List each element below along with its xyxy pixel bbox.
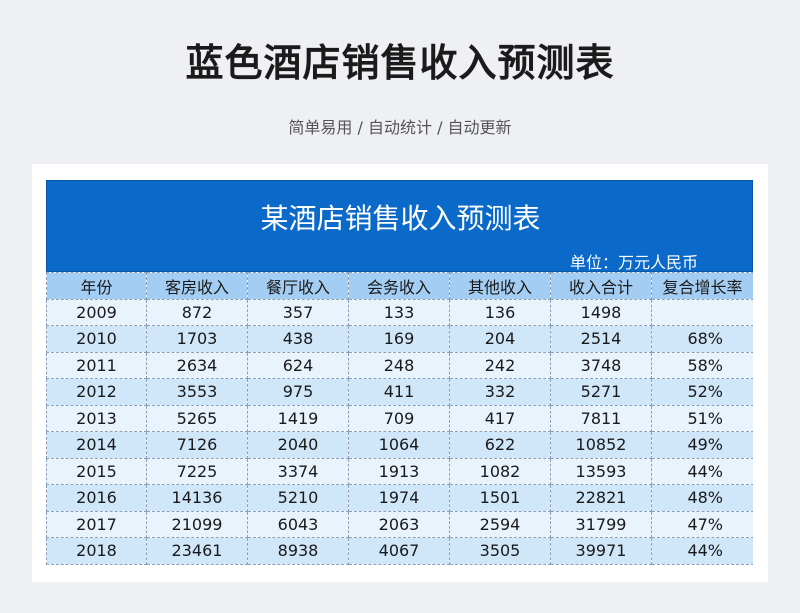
table-row: 2017 21099 6043 2063 2594 31799 47% [46, 510, 753, 538]
cell-conference-revenue[interactable]: 248 [348, 351, 450, 379]
cell-other-revenue[interactable]: 1501 [449, 484, 551, 512]
cell-conference-revenue[interactable]: 1974 [348, 484, 450, 512]
cell-growth-rate[interactable]: 44% [651, 537, 753, 565]
cell-total-revenue[interactable]: 5271 [550, 378, 652, 406]
cell-total-revenue[interactable]: 2514 [550, 325, 652, 353]
cell-conference-revenue[interactable]: 411 [348, 378, 450, 406]
cell-restaurant-revenue[interactable]: 624 [247, 351, 349, 379]
cell-restaurant-revenue[interactable]: 2040 [247, 431, 349, 459]
cell-room-revenue[interactable]: 3553 [146, 378, 248, 406]
cell-room-revenue[interactable]: 7126 [146, 431, 248, 459]
table-row: 2013 5265 1419 709 417 7811 51% [46, 404, 753, 432]
cell-year[interactable]: 2016 [46, 484, 147, 512]
cell-growth-rate[interactable]: 49% [651, 431, 753, 459]
cell-conference-revenue[interactable]: 1064 [348, 431, 450, 459]
cell-year[interactable]: 2011 [46, 351, 147, 379]
page-subtitle: 简单易用 / 自动统计 / 自动更新 [288, 118, 512, 137]
column-header-room-revenue[interactable]: 客房收入 [146, 272, 248, 300]
table-row: 2016 14136 5210 1974 1501 22821 48% [46, 484, 753, 512]
table-header-row: 年份 客房收入 餐厅收入 会务收入 其他收入 收入合计 复合增长率 [46, 272, 753, 300]
spreadsheet-card: 某酒店销售收入预测表 单位：万元人民币 年份 客房收入 餐厅收入 会务收入 其他… [32, 164, 768, 582]
table-body: 2009 872 357 133 136 1498 2010 1703 438 169 204 251… [46, 298, 753, 565]
cell-room-revenue[interactable]: 21099 [146, 510, 248, 538]
cell-other-revenue[interactable]: 204 [449, 325, 551, 353]
cell-room-revenue[interactable]: 1703 [146, 325, 248, 353]
cell-other-revenue[interactable]: 417 [449, 404, 551, 432]
column-header-total-revenue[interactable]: 收入合计 [550, 272, 652, 300]
cell-year[interactable]: 2012 [46, 378, 147, 406]
sheet-title: 某酒店销售收入预测表 [260, 202, 541, 235]
table-row: 2009 872 357 133 136 1498 [46, 298, 753, 326]
revenue-table: 年份 客房收入 餐厅收入 会务收入 其他收入 收入合计 复合增长率 2009 87… [46, 272, 753, 565]
cell-restaurant-revenue[interactable]: 5210 [247, 484, 349, 512]
cell-total-revenue[interactable]: 10852 [550, 431, 652, 459]
cell-room-revenue[interactable]: 7225 [146, 457, 248, 485]
cell-total-revenue[interactable]: 31799 [550, 510, 652, 538]
cell-year[interactable]: 2014 [46, 431, 147, 459]
cell-total-revenue[interactable]: 1498 [550, 298, 652, 326]
cell-room-revenue[interactable]: 872 [146, 298, 248, 326]
cell-growth-rate[interactable]: 48% [651, 484, 753, 512]
cell-room-revenue[interactable]: 5265 [146, 404, 248, 432]
cell-restaurant-revenue[interactable]: 8938 [247, 537, 349, 565]
cell-other-revenue[interactable]: 2594 [449, 510, 551, 538]
sheet-header-band: 某酒店销售收入预测表 单位：万元人民币 [46, 180, 753, 272]
column-header-other-revenue[interactable]: 其他收入 [449, 272, 551, 300]
cell-conference-revenue[interactable]: 4067 [348, 537, 450, 565]
cell-growth-rate[interactable]: 52% [651, 378, 753, 406]
cell-growth-rate[interactable] [651, 298, 753, 326]
cell-total-revenue[interactable]: 39971 [550, 537, 652, 565]
cell-growth-rate[interactable]: 47% [651, 510, 753, 538]
cell-room-revenue[interactable]: 2634 [146, 351, 248, 379]
cell-year[interactable]: 2015 [46, 457, 147, 485]
table-row: 2014 7126 2040 1064 622 10852 49% [46, 431, 753, 459]
table-row: 2012 3553 975 411 332 5271 52% [46, 378, 753, 406]
cell-year[interactable]: 2017 [46, 510, 147, 538]
cell-restaurant-revenue[interactable]: 1419 [247, 404, 349, 432]
unit-label: 单位：万元人民币 [569, 253, 698, 272]
cell-conference-revenue[interactable]: 169 [348, 325, 450, 353]
cell-conference-revenue[interactable]: 2063 [348, 510, 450, 538]
table-row: 2018 23461 8938 4067 3505 39971 44% [46, 537, 753, 565]
cell-conference-revenue[interactable]: 133 [348, 298, 450, 326]
cell-restaurant-revenue[interactable]: 3374 [247, 457, 349, 485]
cell-room-revenue[interactable]: 14136 [146, 484, 248, 512]
cell-growth-rate[interactable]: 44% [651, 457, 753, 485]
cell-other-revenue[interactable]: 1082 [449, 457, 551, 485]
table-row: 2015 7225 3374 1913 1082 13593 44% [46, 457, 753, 485]
cell-year[interactable]: 2009 [46, 298, 147, 326]
cell-year[interactable]: 2018 [46, 537, 147, 565]
column-header-year[interactable]: 年份 [46, 272, 147, 300]
cell-conference-revenue[interactable]: 1913 [348, 457, 450, 485]
cell-year[interactable]: 2010 [46, 325, 147, 353]
cell-other-revenue[interactable]: 136 [449, 298, 551, 326]
cell-conference-revenue[interactable]: 709 [348, 404, 450, 432]
cell-other-revenue[interactable]: 242 [449, 351, 551, 379]
cell-room-revenue[interactable]: 23461 [146, 537, 248, 565]
column-header-growth-rate[interactable]: 复合增长率 [651, 272, 753, 300]
cell-year[interactable]: 2013 [46, 404, 147, 432]
column-header-restaurant-revenue[interactable]: 餐厅收入 [247, 272, 349, 300]
cell-other-revenue[interactable]: 332 [449, 378, 551, 406]
column-header-conference-revenue[interactable]: 会务收入 [348, 272, 450, 300]
cell-total-revenue[interactable]: 3748 [550, 351, 652, 379]
cell-total-revenue[interactable]: 13593 [550, 457, 652, 485]
spreadsheet: 某酒店销售收入预测表 单位：万元人民币 年份 客房收入 餐厅收入 会务收入 其他… [46, 180, 753, 582]
cell-restaurant-revenue[interactable]: 357 [247, 298, 349, 326]
page-title: 蓝色酒店销售收入预测表 [185, 41, 615, 85]
cell-total-revenue[interactable]: 22821 [550, 484, 652, 512]
cell-other-revenue[interactable]: 3505 [449, 537, 551, 565]
table-row: 2011 2634 624 248 242 3748 58% [46, 351, 753, 379]
cell-total-revenue[interactable]: 7811 [550, 404, 652, 432]
cell-growth-rate[interactable]: 51% [651, 404, 753, 432]
cell-restaurant-revenue[interactable]: 975 [247, 378, 349, 406]
cell-growth-rate[interactable]: 68% [651, 325, 753, 353]
cell-restaurant-revenue[interactable]: 6043 [247, 510, 349, 538]
table-row: 2010 1703 438 169 204 2514 68% [46, 325, 753, 353]
cell-restaurant-revenue[interactable]: 438 [247, 325, 349, 353]
cell-other-revenue[interactable]: 622 [449, 431, 551, 459]
cell-growth-rate[interactable]: 58% [651, 351, 753, 379]
